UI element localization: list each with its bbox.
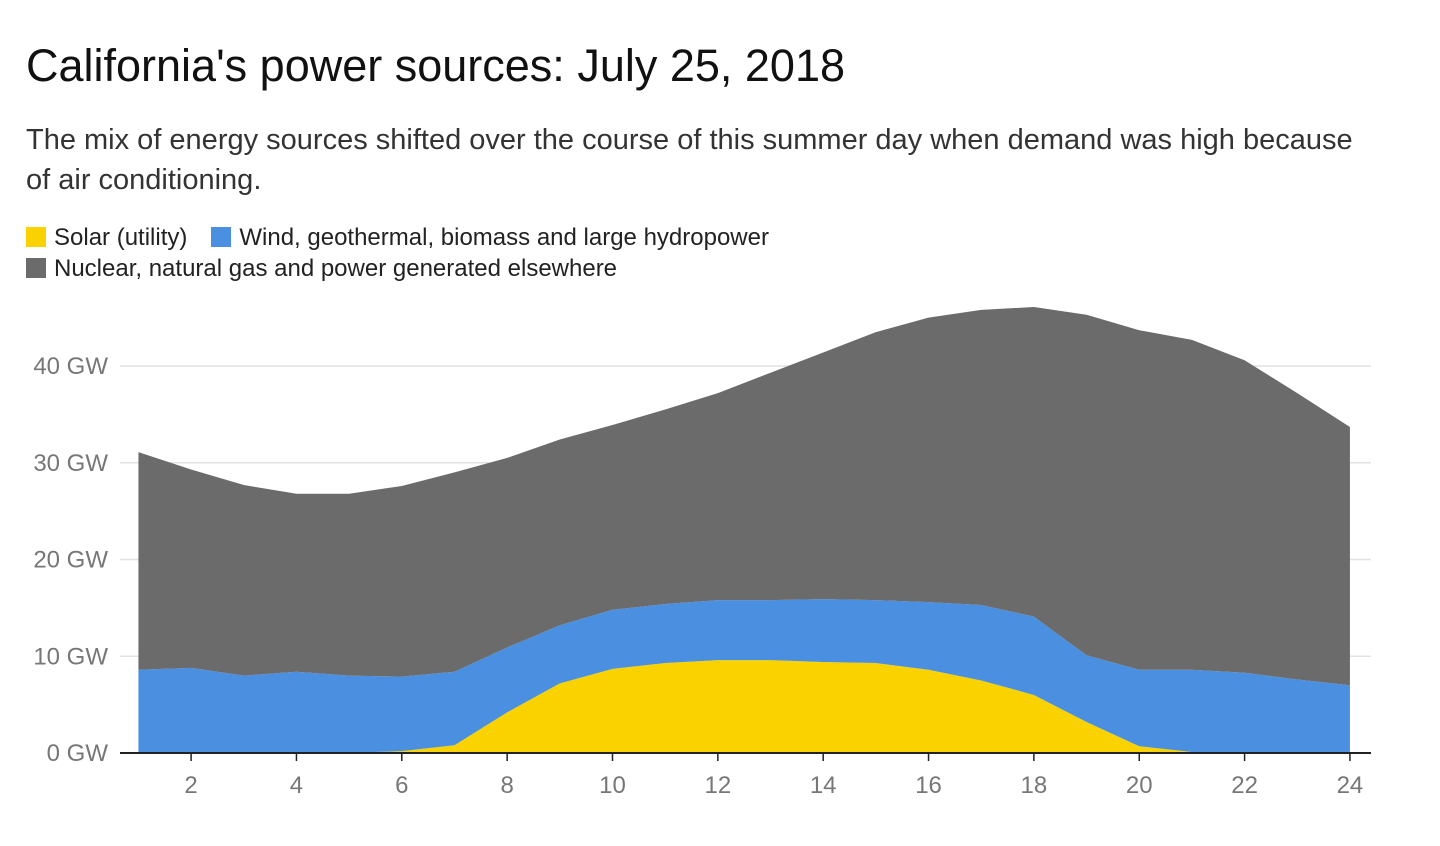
x-tick-label: 8 xyxy=(500,772,513,799)
x-tick-label: 16 xyxy=(915,772,942,799)
legend-label: Wind, geothermal, biomass and large hydr… xyxy=(239,224,769,251)
area xyxy=(138,660,1350,753)
area xyxy=(138,599,1350,753)
x-tick-label: 20 xyxy=(1126,772,1153,799)
y-tick-label: 0 GW xyxy=(47,740,109,767)
legend-item: Solar (utility) xyxy=(26,222,187,253)
x-tick-label: 22 xyxy=(1231,772,1258,799)
x-tick-label: 12 xyxy=(704,772,731,799)
x-tick-label: 10 xyxy=(599,772,626,799)
y-tick-label: 40 GW xyxy=(33,353,108,380)
legend-item: Nuclear, natural gas and power generated… xyxy=(26,253,617,284)
chart-title: California's power sources: July 25, 201… xyxy=(26,40,846,91)
legend-label: Solar (utility) xyxy=(54,224,188,251)
legend: Solar (utility) Wind, geothermal, biomass… xyxy=(26,222,926,284)
x-tick-label: 24 xyxy=(1337,772,1364,799)
legend-label: Nuclear, natural gas and power generated… xyxy=(54,255,618,282)
y-tick-label: 30 GW xyxy=(33,450,108,477)
x-tick-label: 14 xyxy=(810,772,837,799)
x-tick-label: 6 xyxy=(395,772,408,799)
legend-item: Wind, geothermal, biomass and large hydr… xyxy=(211,222,769,253)
legend-swatch xyxy=(26,227,46,247)
x-tick-label: 2 xyxy=(184,772,197,799)
area xyxy=(138,306,1350,686)
legend-swatch xyxy=(26,258,46,278)
y-tick-label: 20 GW xyxy=(33,547,108,574)
chart-subtitle: The mix of energy sources shifted over t… xyxy=(26,124,1353,196)
legend-swatch xyxy=(211,227,232,247)
y-tick-label: 10 GW xyxy=(33,643,108,670)
x-tick-label: 4 xyxy=(290,772,303,799)
x-tick-label: 18 xyxy=(1021,772,1048,799)
